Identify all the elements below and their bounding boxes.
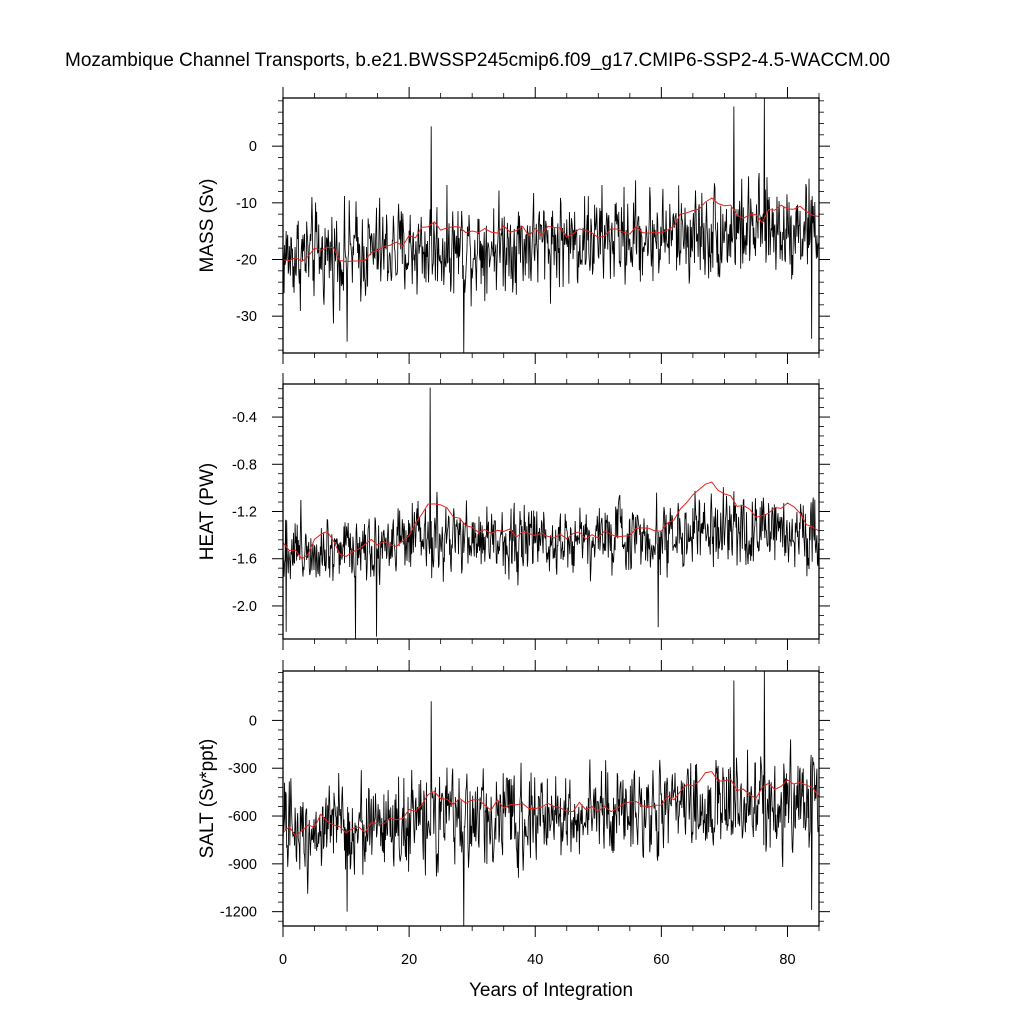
mass-y-axis-label: MASS (Sv): [197, 179, 218, 273]
heat-panel: -0.4 -0.8 -1.2 -1.6 -2.0 HEAT (PW): [197, 373, 830, 650]
heat-plot-frame: [282, 383, 820, 640]
salt-y-axis-label: SALT (Sv*ppt): [197, 739, 218, 859]
salt-x-tick-label: 40: [527, 952, 543, 968]
heat-annual-mean-series-line: [282, 481, 820, 560]
mass-annual-mean-series-line: [282, 197, 820, 263]
salt-y-tick-label: -300: [228, 761, 257, 777]
salt-monthly-series-line: [282, 670, 819, 927]
salt-y-tick-label: -1200: [220, 905, 257, 921]
x-axis-label: Years of Integration: [469, 980, 633, 1001]
heat-y-axis-label: HEAT (PW): [197, 463, 218, 560]
mass-y-tick-label: 0: [249, 139, 257, 155]
panels: 0 -10 -20 -30 MASS (Sv) -0.4 -0.8 -1.2 -1.6 -2.0 H…: [197, 87, 830, 968]
salt-y-tick-label: -900: [228, 857, 257, 873]
mass-y-tick-label: -30: [236, 309, 257, 325]
heat-y-tick-label: -2.0: [232, 599, 257, 615]
heat-y-tick-label: -0.4: [232, 410, 257, 426]
chart-title: Mozambique Channel Transports, b.e21.BWS…: [65, 50, 890, 71]
heat-y-tick-label: -1.2: [232, 505, 257, 521]
heat-y-tick-label: -0.8: [232, 457, 257, 473]
mass-y-tick-label: -10: [236, 196, 257, 212]
salt-plot-frame: [282, 670, 820, 927]
mass-monthly-series-line: [282, 97, 819, 354]
salt-y-tick-label: -600: [228, 809, 257, 825]
salt-x-tick-label: 20: [401, 952, 417, 968]
mass-panel: 0 -10 -20 -30 MASS (Sv): [197, 87, 830, 364]
heat-y-tick-label: -1.6: [232, 552, 257, 568]
salt-x-tick-label: 80: [779, 952, 795, 968]
salt-annual-mean-series-line: [282, 771, 820, 838]
salt-x-tick-label: 60: [653, 952, 669, 968]
mass-y-tick-label: -20: [236, 253, 257, 269]
salt-panel: 0 -300 -600 -900 -1200 0 20 40 60 80 SALT (Sv*ppt): [197, 660, 830, 968]
salt-y-tick-label: 0: [249, 713, 257, 729]
heat-monthly-series-line: [282, 387, 819, 640]
salt-x-tick-label: 0: [279, 952, 287, 968]
